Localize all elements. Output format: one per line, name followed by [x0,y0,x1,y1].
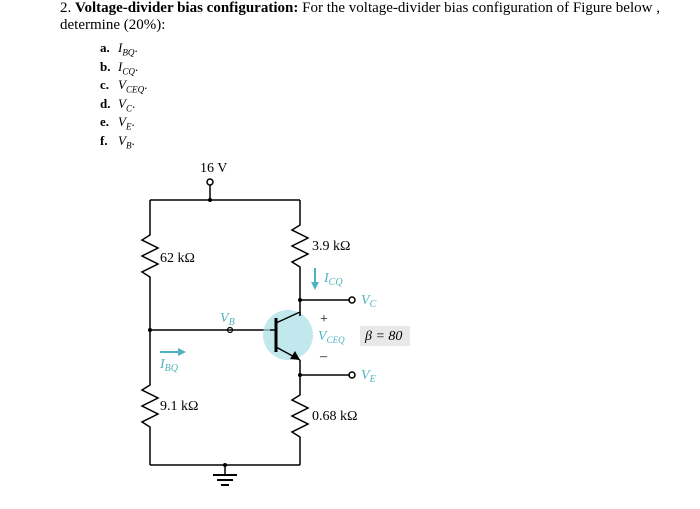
ve-label: VE [361,368,376,385]
vc-label: VC [361,293,377,310]
beta-label: β = 80 [364,329,402,344]
r1-label: 62 kΩ [160,251,195,266]
vceq-minus: – [319,349,328,364]
supply-node [207,179,213,185]
rc-label: 3.9 kΩ [312,239,350,254]
icq-arrow [311,268,319,290]
ibq-arrow [160,348,186,356]
circuit-diagram: 16 V 62 kΩ 3.9 kΩ ICQ VC VB IBQ [120,160,460,505]
vb-label: VB [220,311,235,328]
question-items: a.IBQ. b.ICQ. c.VCEQ. d.VC. e.VE. f.VB. [100,40,680,151]
ground-icon [213,475,237,485]
vceq-plus: + [320,312,328,327]
resistor-rc [292,220,308,272]
resistor-r2 [142,380,158,432]
ibq-label: IBQ [159,357,179,374]
q-number: 2. [60,0,71,16]
question-title: 2. Voltage-divider bias configuration: F… [60,0,680,34]
re-label: 0.68 kΩ [312,409,357,424]
supply-label: 16 V [200,161,227,176]
resistor-re [292,390,308,442]
vceq-label: VCEQ [318,329,345,345]
r2-label: 9.1 kΩ [160,399,198,414]
bjt-npn [263,310,313,360]
resistor-r1 [142,230,158,282]
q-bold: Voltage-divider bias configuration: [75,0,298,16]
icq-label: ICQ [323,271,343,288]
